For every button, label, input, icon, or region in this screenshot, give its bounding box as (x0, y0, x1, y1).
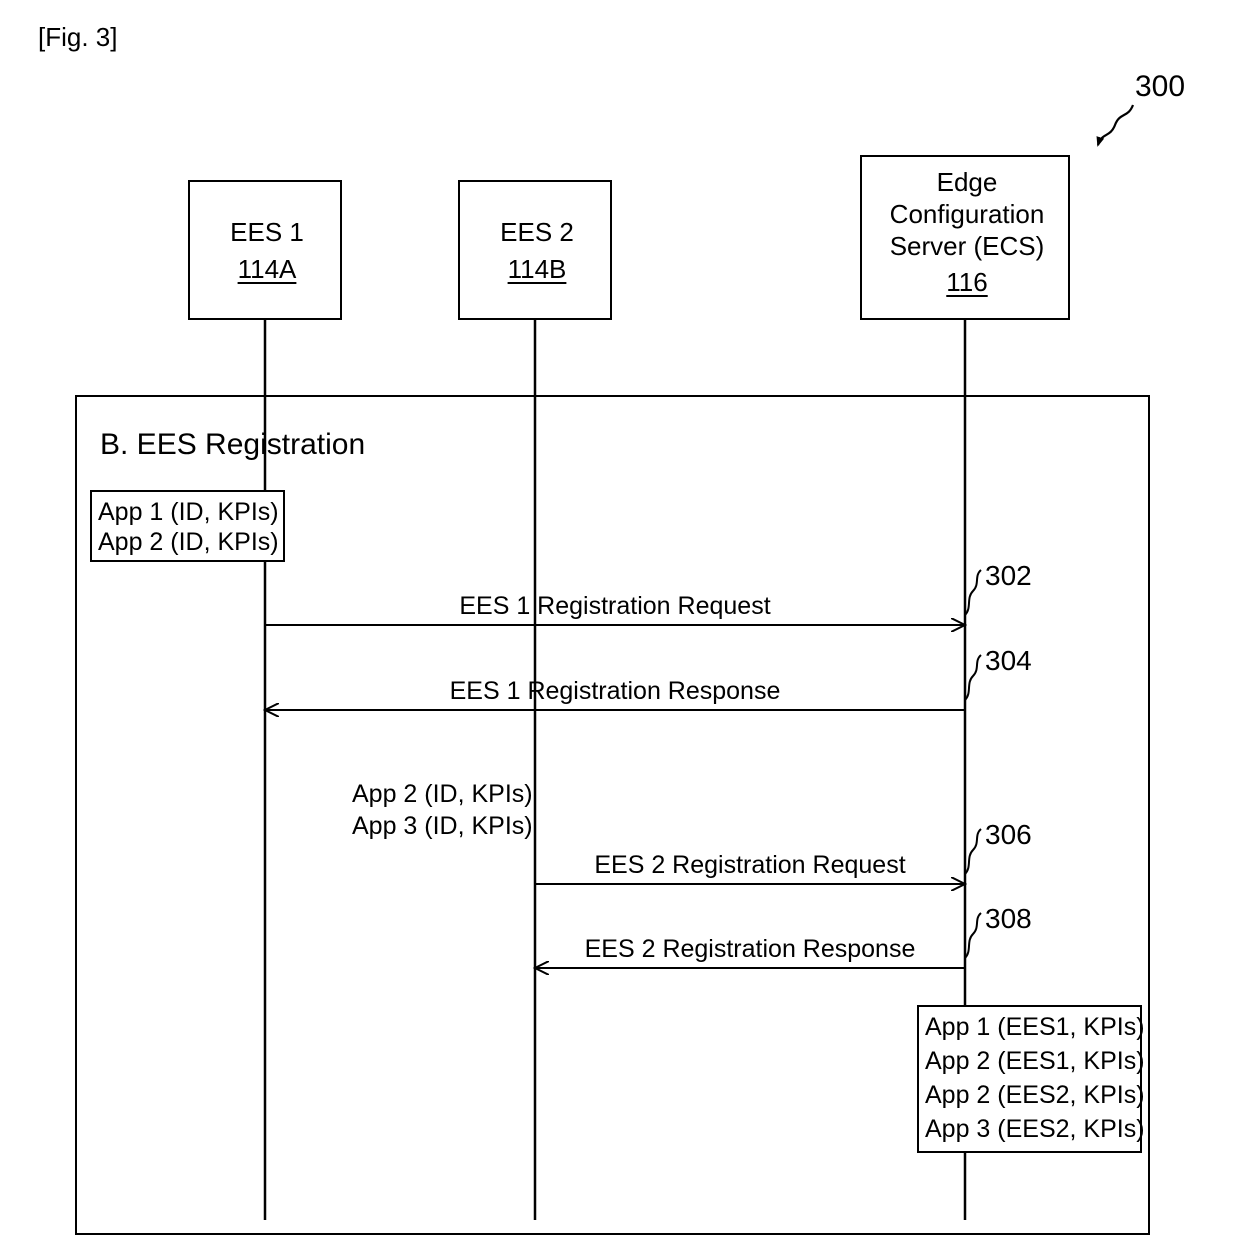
ref-308: 308 (985, 903, 1032, 935)
actor-ees1-id: 114A (190, 254, 344, 285)
note-ees2-apps-line2: App 3 (ID, KPIs) (352, 812, 533, 841)
phase-title: B. EES Registration (100, 428, 365, 462)
note-ecs-apps-line2: App 2 (EES1, KPIs) (925, 1047, 1145, 1076)
actor-ecs-id: 116 (862, 267, 1072, 298)
note-ecs-apps-line1: App 1 (EES1, KPIs) (925, 1013, 1145, 1042)
actor-ecs-box: Edge Configuration Server (ECS) 116 (860, 155, 1070, 320)
actor-ees1-box: EES 1 114A (188, 180, 342, 320)
note-ecs-apps-line3: App 2 (EES2, KPIs) (925, 1081, 1145, 1110)
actor-ecs-title-line1: Edge (862, 167, 1072, 198)
note-ees1-apps-line2: App 2 (ID, KPIs) (98, 528, 279, 557)
note-ecs-apps-box: App 1 (EES1, KPIs) App 2 (EES1, KPIs) Ap… (917, 1005, 1142, 1153)
note-ees1-apps-line1: App 1 (ID, KPIs) (98, 498, 279, 527)
msg-306-label: EES 2 Registration Request (535, 851, 965, 880)
actor-ees2-id: 114B (460, 254, 614, 285)
ref-302: 302 (985, 560, 1032, 592)
actor-ees2-box: EES 2 114B (458, 180, 612, 320)
msg-302-label: EES 1 Registration Request (265, 592, 965, 621)
ref-306: 306 (985, 819, 1032, 851)
figure-label: [Fig. 3] (38, 22, 117, 53)
ref-304: 304 (985, 645, 1032, 677)
note-ees1-apps-box: App 1 (ID, KPIs) App 2 (ID, KPIs) (90, 490, 285, 562)
figure-number: 300 (1135, 70, 1185, 104)
actor-ecs-title-line3: Server (ECS) (862, 231, 1072, 262)
msg-304-label: EES 1 Registration Response (265, 677, 965, 706)
msg-308-label: EES 2 Registration Response (535, 935, 965, 964)
actor-ecs-title-line2: Configuration (862, 199, 1072, 230)
actor-ees2-title: EES 2 (460, 217, 614, 248)
note-ecs-apps-line4: App 3 (EES2, KPIs) (925, 1115, 1145, 1144)
note-ees2-apps-line1: App 2 (ID, KPIs) (352, 780, 533, 809)
actor-ees1-title: EES 1 (190, 217, 344, 248)
